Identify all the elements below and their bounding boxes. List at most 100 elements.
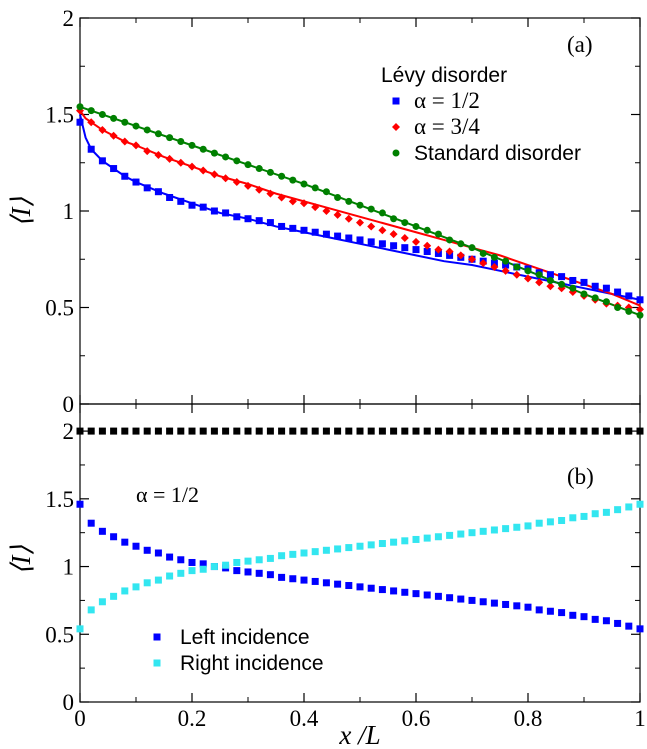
data-point: [322, 230, 330, 238]
data-point: [98, 427, 106, 435]
data-point: [535, 278, 544, 287]
data-point: [334, 193, 342, 201]
data-point: [143, 147, 152, 156]
data-point: [401, 537, 409, 545]
data-point: [490, 262, 499, 271]
data-point: [513, 602, 521, 610]
data-point: [154, 427, 162, 435]
data-point: [558, 516, 566, 524]
data-point: [502, 525, 510, 533]
legend-marker: [153, 659, 161, 667]
data-point: [625, 503, 633, 511]
data-point: [569, 611, 577, 619]
data-point: [513, 523, 521, 531]
data-point: [367, 238, 375, 246]
data-point: [401, 219, 409, 227]
data-point: [278, 222, 286, 230]
data-point: [165, 154, 174, 163]
y-tick-label: 1: [63, 555, 75, 580]
x-tick-label: 0: [74, 706, 86, 731]
data-point: [76, 500, 84, 508]
data-point: [233, 567, 241, 575]
data-point: [277, 193, 286, 202]
data-point: [76, 625, 84, 633]
data-point: [580, 512, 588, 520]
data-point: [255, 569, 263, 577]
data-point: [501, 266, 510, 275]
data-point: [401, 244, 409, 252]
alpha-annotation: α = 1/2: [136, 482, 199, 507]
data-point: [390, 538, 398, 546]
data-point: [210, 207, 218, 215]
legend-items-a: α = 1/2α = 3/4 Standard disorder: [392, 88, 581, 165]
data-point: [233, 558, 241, 566]
data-point: [300, 549, 308, 557]
legend-label: α = 1/2: [414, 88, 480, 113]
data-point: [502, 427, 510, 435]
legend-title: Lévy disorder: [381, 64, 507, 87]
data-point: [121, 427, 129, 435]
data-point: [401, 427, 409, 435]
data-point: [546, 282, 555, 291]
curves-a: [79, 105, 641, 317]
data-point: [132, 583, 140, 591]
data-point: [322, 546, 330, 554]
data-point: [98, 598, 106, 606]
data-point: [367, 222, 376, 231]
data-point: [625, 307, 633, 315]
data-point: [479, 527, 487, 535]
data-point: [177, 427, 185, 435]
data-point: [614, 288, 622, 296]
data-point: [87, 519, 95, 527]
data-point: [233, 213, 241, 221]
x-tick-label: 0.4: [290, 706, 319, 731]
data-point: [244, 568, 252, 576]
data-point: [412, 535, 420, 543]
data-point: [266, 189, 275, 198]
data-point: [535, 271, 543, 279]
data-point: [390, 427, 398, 435]
data-point: [345, 544, 353, 552]
data-point: [468, 596, 476, 604]
data-point: [110, 165, 118, 173]
data-point: [132, 122, 140, 130]
data-point: [121, 538, 129, 546]
data-point: [602, 508, 610, 516]
data-point: [176, 158, 185, 167]
data-point: [166, 193, 174, 201]
data-point: [255, 185, 264, 194]
data-point: [468, 427, 476, 435]
data-point: [434, 592, 442, 600]
data-point: [591, 510, 599, 518]
y-tick-label: 1.5: [45, 487, 74, 512]
data-point: [289, 427, 297, 435]
data-point: [154, 188, 162, 196]
legend-marker: [392, 97, 400, 105]
data-point: [602, 617, 610, 625]
data-point: [468, 529, 476, 537]
legend-items-b: Left incidence Right incidence: [153, 626, 324, 675]
data-point: [143, 579, 151, 587]
data-point: [535, 427, 543, 435]
panel-b: 00.511.520 0.2 0.4 0.6 0.8 1 (b) α = 1/2 ⟨I⟩ …: [6, 403, 646, 749]
data-point: [322, 188, 330, 196]
plot-frame-a: [79, 17, 641, 405]
data-point: [177, 556, 185, 564]
data-point: [580, 278, 588, 286]
data-point: [378, 540, 386, 548]
data-point: [558, 427, 566, 435]
data-point: [378, 226, 387, 235]
data-point: [98, 157, 106, 165]
data-point: [199, 560, 207, 568]
data-point: [636, 311, 644, 319]
data-point: [166, 427, 174, 435]
data-point: [255, 427, 263, 435]
data-point: [177, 197, 185, 205]
data-point: [591, 294, 599, 302]
data-point: [457, 240, 465, 248]
data-point: [367, 584, 375, 592]
data-point: [278, 172, 286, 180]
data-point: [625, 622, 633, 630]
data-point: [98, 111, 106, 118]
data-point: [636, 427, 644, 435]
